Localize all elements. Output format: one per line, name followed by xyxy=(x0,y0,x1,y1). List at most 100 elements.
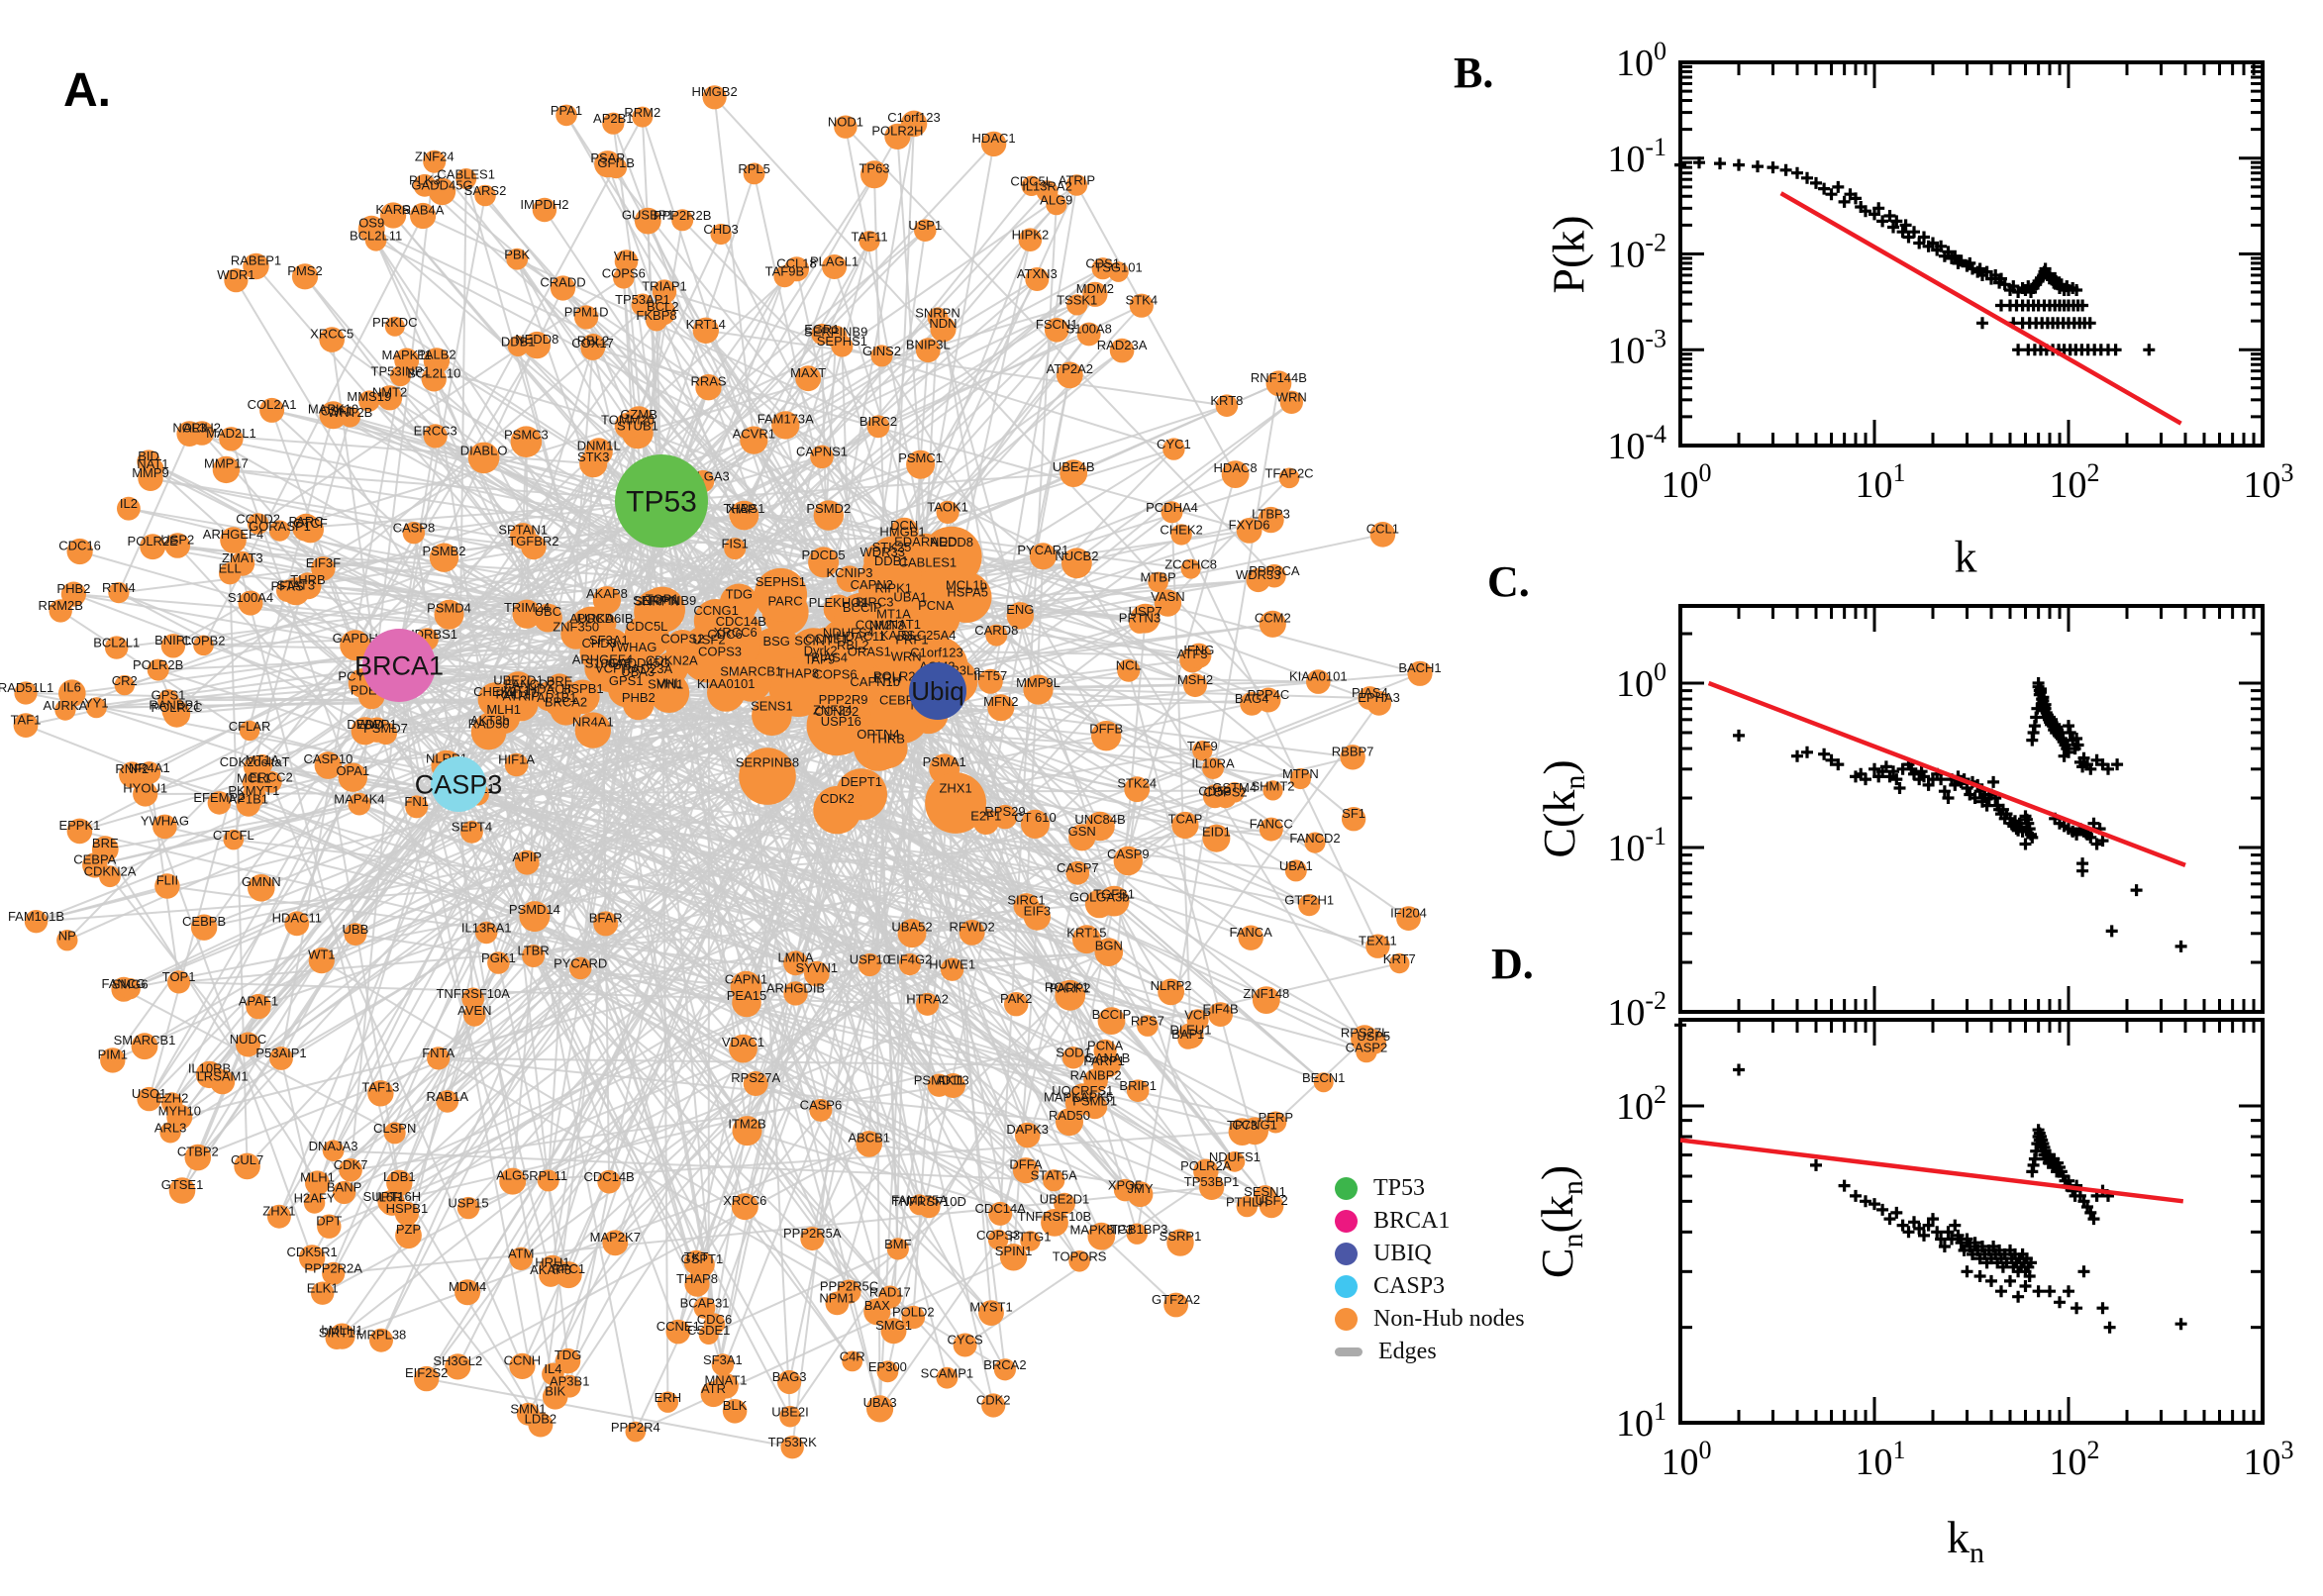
network-node xyxy=(810,445,834,469)
network-node xyxy=(455,168,477,189)
node-label: STK4 xyxy=(1126,293,1159,308)
network-node xyxy=(861,546,922,606)
network-node xyxy=(1154,589,1182,617)
network-node xyxy=(1124,776,1151,803)
network-node xyxy=(522,945,546,967)
network-node xyxy=(234,1152,260,1180)
node-label: SMARCB1 xyxy=(720,663,782,678)
network-node xyxy=(836,565,863,592)
node-label: MMP9L xyxy=(1016,675,1060,690)
node-label: GINS2 xyxy=(862,344,901,358)
node-label: WWP1 xyxy=(356,717,396,732)
node-label: IL6R xyxy=(375,1190,402,1205)
node-label: PCNA xyxy=(1087,1039,1123,1053)
node-label: HMGB1 xyxy=(879,525,925,540)
network-node xyxy=(593,911,619,937)
node-label: PZP xyxy=(396,1222,421,1237)
network-node xyxy=(114,674,135,696)
network-node xyxy=(898,952,922,976)
tick-label: 100 xyxy=(1662,458,1712,506)
network-node xyxy=(311,1281,335,1305)
network-node xyxy=(803,644,856,696)
network-node xyxy=(780,1436,804,1459)
node-label: CDC5L xyxy=(626,619,668,634)
node-label: SF3A1 xyxy=(703,1352,743,1367)
network-node xyxy=(1056,361,1083,389)
node-label: CYC1 xyxy=(1157,437,1191,451)
node-label: USF2 xyxy=(692,633,725,648)
network-node xyxy=(230,550,255,576)
network-node xyxy=(1076,322,1101,347)
network-node xyxy=(1183,673,1207,698)
network-node xyxy=(925,772,986,834)
network-node xyxy=(665,630,700,664)
node-label: UBB xyxy=(343,922,369,937)
network-node xyxy=(614,249,639,273)
node-label: RAD17 xyxy=(496,687,538,702)
network-node xyxy=(162,700,191,728)
legend-swatch-ubiq xyxy=(1335,1243,1358,1265)
node-label: PCDHA4 xyxy=(1146,500,1198,515)
node-label: TP53AP1 xyxy=(615,292,670,307)
node-label: PSMC3 xyxy=(504,427,549,442)
node-label: TKT xyxy=(684,1249,709,1264)
node-label: ATXN3 xyxy=(1017,266,1058,281)
tick-label: 10-1 xyxy=(1607,133,1666,180)
network-node xyxy=(348,792,371,816)
node-label: SESN1 xyxy=(1244,1184,1286,1199)
node-label: COPS2 xyxy=(660,632,704,647)
network-node xyxy=(119,761,146,788)
network-node xyxy=(85,697,107,719)
network-node xyxy=(1264,1111,1287,1134)
node-label: ENG xyxy=(1006,602,1034,617)
network-node xyxy=(1126,1079,1150,1102)
network-node xyxy=(512,599,542,629)
network-node xyxy=(1228,1118,1257,1146)
network-node xyxy=(119,977,141,1000)
node-label: SNRPN xyxy=(634,594,679,609)
node-label: THBS1 xyxy=(724,501,765,516)
node-label: USP5 xyxy=(1357,1029,1390,1044)
node-label: DEPT1 xyxy=(841,774,882,789)
node-label: RAD50 xyxy=(468,717,510,732)
network-node xyxy=(1313,1072,1334,1093)
legend-label-brca1: BRCA1 xyxy=(1373,1208,1451,1234)
node-label: CDKN2A xyxy=(646,652,698,667)
node-label: TOP1 xyxy=(162,969,196,984)
node-label: PPP4C xyxy=(1248,687,1290,702)
network-node xyxy=(1012,1157,1040,1184)
network-node xyxy=(639,586,685,634)
node-label: CDKN2A xyxy=(84,864,137,879)
network-node xyxy=(1369,522,1396,548)
node-label: THAP8 xyxy=(777,665,819,680)
node-label: EIF3 xyxy=(1024,903,1051,918)
node-label: PTTG1 xyxy=(1010,1229,1052,1244)
node-label: AURKA xyxy=(44,698,88,713)
node-label: FAM175A xyxy=(891,1193,948,1208)
network-node xyxy=(284,911,310,937)
network-node xyxy=(499,1167,527,1195)
node-label: NOL3 xyxy=(172,421,206,436)
node-label: PHB2 xyxy=(622,690,656,705)
node-label: MAPKAPK5 xyxy=(1044,1089,1113,1104)
legend-label-nonhub: Non-Hub nodes xyxy=(1373,1306,1525,1332)
network-node xyxy=(434,599,464,630)
network-node xyxy=(14,681,38,705)
node-label: DNAJA3 xyxy=(309,1139,358,1153)
network-node xyxy=(1091,257,1114,280)
node-label: BRIP1 xyxy=(1119,1078,1157,1093)
node-label: SENS1 xyxy=(751,699,793,714)
node-label: PIAS4 xyxy=(811,650,848,665)
node-label: PYCARD xyxy=(554,955,607,970)
network-node xyxy=(1366,690,1392,716)
node-label: YWHAG xyxy=(141,814,189,829)
node-label: APIP xyxy=(512,849,542,864)
network-node xyxy=(987,1229,1009,1250)
network-node xyxy=(137,1086,161,1112)
network-node xyxy=(729,1034,758,1063)
network-node xyxy=(1259,610,1286,638)
network-node xyxy=(1006,602,1034,630)
node-label: BSG xyxy=(762,634,789,648)
network-node xyxy=(463,1004,486,1027)
tick-label: 101 xyxy=(1856,1436,1906,1483)
